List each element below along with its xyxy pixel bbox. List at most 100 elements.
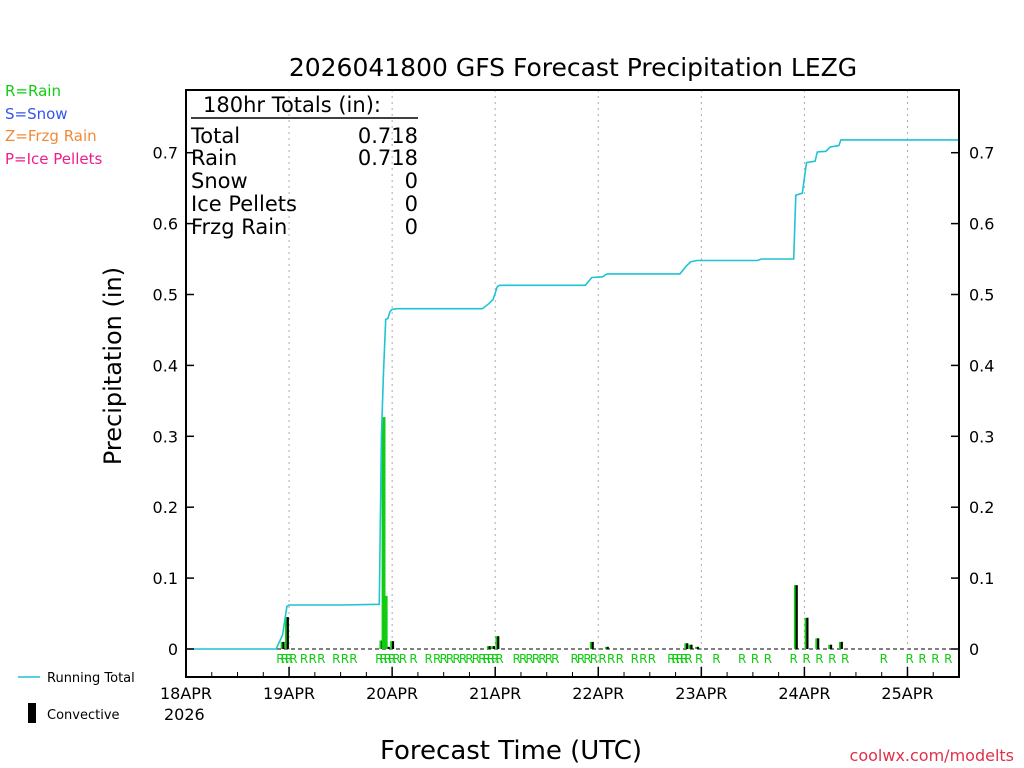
- convective-bar: [488, 646, 491, 649]
- ptype-mark: R: [309, 652, 317, 666]
- x-axis-ticks: 18APR 19APR 20APR 21APR 22APR 23APR 24APR 25APR: [160, 667, 934, 703]
- y-tick-label-right: 0.3: [969, 427, 994, 446]
- y-tick-label-right: 0.6: [969, 215, 994, 234]
- ptype-mark: R: [607, 652, 615, 666]
- totals-heading: 180hr Totals (in):: [203, 93, 381, 117]
- legend-ice-pellets: P=Ice Pellets: [5, 150, 102, 168]
- totals-label-snow: Snow: [191, 169, 248, 193]
- ptype-mark: R: [399, 652, 407, 666]
- legend-convective-swatch: [28, 703, 36, 723]
- ptype-mark: R: [667, 652, 675, 666]
- ptype-mark: R: [446, 652, 454, 666]
- ptype-mark: R: [590, 652, 598, 666]
- running-total-line: [186, 139, 959, 650]
- ptype-mark: R: [300, 652, 308, 666]
- convective-bar: [606, 646, 609, 649]
- ptype-mark: R: [789, 652, 797, 666]
- ptype-mark: R: [631, 652, 639, 666]
- rain-bar: [381, 417, 386, 649]
- totals-label-total: Total: [190, 124, 240, 148]
- ptype-mark: R: [583, 652, 591, 666]
- totals-label-ice-pellets: Ice Pellets: [191, 192, 297, 216]
- ptype-mark: R: [841, 652, 849, 666]
- ptype-mark: R: [918, 652, 926, 666]
- convective-bar: [795, 585, 798, 649]
- convective-bar: [829, 644, 833, 649]
- watermark: coolwx.com/modelts: [850, 746, 1014, 765]
- ptype-mark: R: [388, 652, 396, 666]
- ptype-mark: R: [684, 652, 692, 666]
- ptype-mark: R: [482, 652, 490, 666]
- totals-value-total: 0.718: [358, 124, 418, 148]
- ptype-mark: R: [424, 652, 432, 666]
- ptype-mark: R: [532, 652, 540, 666]
- ptype-mark: R: [695, 652, 703, 666]
- convective-bar: [686, 643, 689, 649]
- legend-frzg-rain: Z=Frzg Rain: [5, 127, 97, 145]
- ptype-mark: R: [551, 652, 559, 666]
- x-axis-year-label: 2026: [164, 705, 205, 724]
- ptype-mark: R: [285, 652, 293, 666]
- chart-title: 2026041800 GFS Forecast Precipitation LE…: [289, 53, 857, 82]
- ptype-mark: R: [392, 652, 400, 666]
- x-tick-label: 21APR: [469, 684, 521, 703]
- gridlines: [186, 90, 959, 677]
- convective-bar: [696, 646, 699, 649]
- ptype-mark: R: [738, 652, 746, 666]
- y-tick-label-left: 0.1: [153, 569, 178, 588]
- y-tick-label-left: 0.3: [153, 427, 178, 446]
- ptype-mark: R: [433, 652, 441, 666]
- legend-running-total: Running Total: [47, 671, 135, 686]
- y-axis-ticks: 0 00.1 0.10.2 0.20.3 0.30.4 0.40.5 0.50.6 0.60.…: [153, 144, 995, 659]
- ptype-mark: R: [465, 652, 473, 666]
- convective-bar: [497, 636, 500, 649]
- ptype-mark: R: [680, 652, 688, 666]
- x-tick-label: 23APR: [675, 684, 727, 703]
- convective-bar: [817, 638, 820, 649]
- x-tick-label: 18APR: [160, 684, 212, 703]
- ptype-mark: R: [289, 652, 297, 666]
- ptype-mark: R: [828, 652, 836, 666]
- ptype-mark: R: [648, 652, 656, 666]
- ptype-mark: R: [616, 652, 624, 666]
- totals-value-frzg-rain: 0: [405, 215, 418, 239]
- ptype-mark: R: [905, 652, 913, 666]
- y-tick-label-left: 0.7: [153, 144, 178, 163]
- ptype-mark: R: [341, 652, 349, 666]
- ptype-mark: R: [459, 652, 467, 666]
- y-tick-label-left: 0: [168, 640, 178, 659]
- ptype-mark: R: [598, 652, 606, 666]
- y-tick-label-right: 0.1: [969, 569, 994, 588]
- convective-bar: [806, 617, 809, 649]
- x-tick-label: 20APR: [366, 684, 418, 703]
- convective-bar: [391, 641, 395, 649]
- y-tick-label-left: 0.5: [153, 286, 178, 305]
- ptype-mark: R: [570, 652, 578, 666]
- plot-frame: [185, 89, 960, 678]
- ptype-mark: R: [478, 652, 486, 666]
- ptype-mark: R: [349, 652, 357, 666]
- precip-bars: [280, 417, 843, 649]
- ptype-mark: R: [491, 652, 499, 666]
- ptype-mark: R: [379, 652, 387, 666]
- ptype-mark: R: [495, 652, 503, 666]
- x-axis-label: Forecast Time (UTC): [380, 736, 642, 766]
- ptype-mark: R: [332, 652, 340, 666]
- ptype-mark: R: [931, 652, 939, 666]
- x-tick-label: 24APR: [778, 684, 830, 703]
- convective-bar: [492, 646, 495, 649]
- ptype-mark: R: [472, 652, 480, 666]
- ptype-mark: R: [751, 652, 759, 666]
- y-tick-label-right: 0.7: [969, 144, 994, 163]
- ptype-mark: R: [513, 652, 521, 666]
- ptype-mark: R: [525, 652, 533, 666]
- running-total-series: [186, 139, 959, 650]
- ptype-mark: R: [317, 652, 325, 666]
- ptype-mark: R: [276, 652, 284, 666]
- x-tick-label: 22APR: [572, 684, 624, 703]
- y-tick-label-right: 0.4: [969, 356, 994, 375]
- legend-convective: Convective: [47, 708, 120, 723]
- ptype-mark: R: [815, 652, 823, 666]
